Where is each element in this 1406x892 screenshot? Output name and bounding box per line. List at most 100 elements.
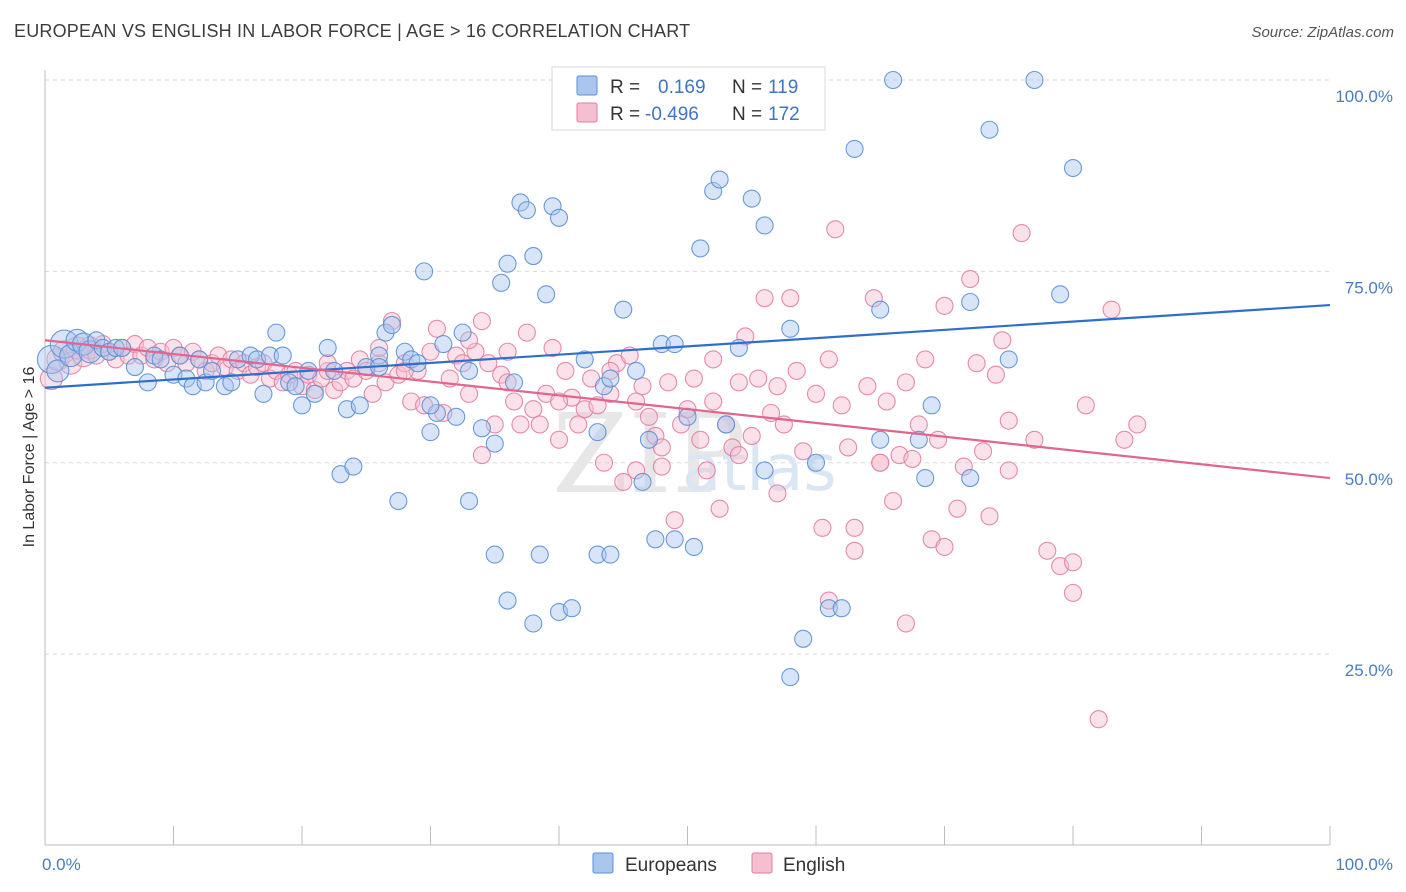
series-legend: Europeans English	[592, 852, 845, 876]
english-point	[517, 323, 536, 342]
chart-title: EUROPEAN VS ENGLISH IN LABOR FORCE | AGE…	[14, 21, 691, 41]
english-point	[453, 354, 472, 373]
european-point	[350, 396, 369, 415]
european-point	[46, 359, 70, 383]
correlation-legend: R = 0.169 N = 119 R = -0.496 N = 172	[551, 66, 826, 131]
european-point	[755, 461, 774, 480]
english-point	[556, 361, 575, 380]
european-point	[588, 545, 607, 564]
european-point	[537, 285, 556, 304]
european-point	[286, 377, 305, 396]
english-point	[472, 312, 491, 331]
european-point	[684, 537, 703, 557]
european-point	[871, 430, 890, 449]
european-point	[845, 139, 864, 158]
x-tick-label: 0.0%	[42, 855, 81, 874]
european-point	[344, 457, 363, 476]
english-point	[794, 442, 813, 461]
english-point	[935, 296, 954, 315]
english-point	[909, 415, 928, 434]
english-point	[723, 438, 742, 457]
european-point	[588, 423, 607, 442]
legend-r-label-english: R =	[610, 104, 640, 125]
european-point	[395, 342, 414, 361]
european-point	[633, 472, 652, 491]
european-point	[305, 384, 324, 403]
european-point	[511, 193, 530, 212]
english-point	[768, 484, 787, 503]
english-point	[382, 312, 402, 331]
european-point	[421, 423, 440, 442]
trend-line-europeans	[44, 303, 1331, 389]
english-point	[652, 457, 671, 476]
english-point	[504, 392, 524, 411]
european-point	[1063, 158, 1083, 178]
english-point	[1012, 224, 1031, 243]
english-point	[427, 319, 446, 338]
european-point	[980, 120, 999, 139]
legend-n-label-english: N =	[732, 104, 762, 125]
english-point	[896, 614, 916, 633]
english-point	[813, 518, 832, 537]
english-point	[665, 511, 684, 530]
english-point	[729, 446, 748, 465]
european-point	[504, 373, 524, 392]
english-point	[704, 392, 723, 411]
x-tick-label: 100.0%	[1335, 855, 1393, 874]
english-point	[164, 338, 183, 357]
english-point	[1076, 396, 1095, 415]
european-point	[318, 338, 337, 357]
y-tick-labels: 25.0% 50.0% 75.0% 100.0%	[1335, 87, 1393, 680]
english-point	[999, 411, 1018, 430]
european-point	[742, 189, 761, 208]
english-point	[877, 392, 896, 411]
y-axis-label: In Labor Force | Age > 16	[21, 367, 38, 548]
legend-n-value-english: 172	[768, 104, 800, 125]
english-point	[768, 377, 787, 396]
english-point	[569, 415, 588, 434]
english-point	[896, 373, 916, 392]
european-point	[922, 396, 941, 415]
european-point	[459, 491, 479, 511]
english-point	[993, 331, 1012, 350]
english-point	[305, 380, 324, 400]
legend-swatch-english	[576, 102, 598, 123]
english-point	[639, 407, 659, 426]
european-point	[691, 239, 710, 258]
european-point	[716, 415, 736, 434]
european-point	[498, 254, 517, 273]
english-point	[627, 392, 646, 411]
english-point	[511, 415, 530, 434]
english-point	[736, 327, 755, 346]
english-point	[549, 430, 569, 449]
english-point	[627, 461, 646, 480]
european-point	[871, 300, 890, 319]
european-point	[601, 545, 620, 564]
european-point	[254, 384, 273, 403]
european-point	[498, 591, 517, 610]
english-point	[614, 472, 633, 491]
english-point	[524, 400, 543, 419]
english-point	[884, 491, 903, 511]
english-point	[318, 354, 337, 373]
english-point	[1025, 430, 1044, 449]
european-point	[125, 358, 144, 377]
european-point	[292, 396, 312, 415]
english-point	[459, 384, 479, 403]
english-point	[459, 331, 479, 350]
legend-swatch-europeans	[576, 75, 598, 96]
english-point	[472, 446, 491, 465]
english-point	[845, 518, 864, 537]
european-point	[781, 668, 800, 687]
european-point	[916, 469, 935, 488]
european-point	[999, 350, 1018, 369]
european-point	[1025, 70, 1044, 90]
european-point	[389, 491, 408, 511]
european-point	[806, 453, 826, 472]
european-point	[601, 369, 620, 388]
european-point	[1051, 285, 1070, 304]
english-point	[980, 507, 999, 526]
english-point	[916, 350, 935, 369]
european-point	[434, 335, 453, 354]
